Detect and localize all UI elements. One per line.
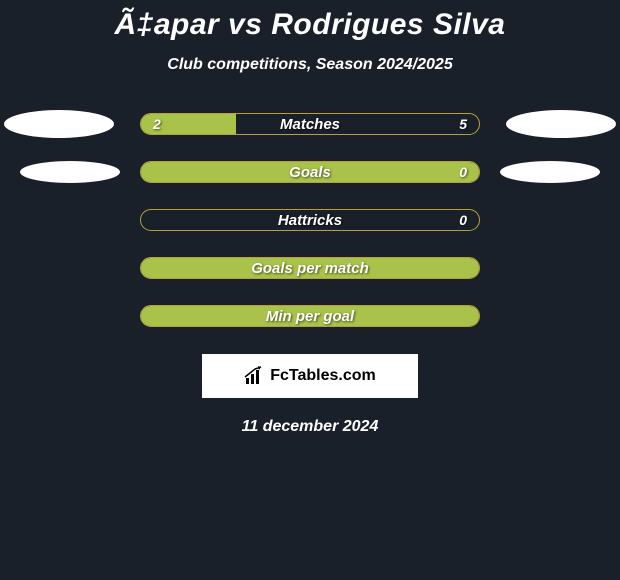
comparison-widget: Ã‡apar vs Rodrigues Silva Club competiti… bbox=[0, 0, 620, 436]
stat-row: 0Hattricks bbox=[0, 208, 620, 232]
stat-row: Min per goal bbox=[0, 304, 620, 328]
player-left-oval bbox=[20, 161, 120, 183]
stat-bar-track: 0Hattricks bbox=[140, 209, 480, 231]
chart-icon bbox=[244, 366, 266, 386]
footer-date: 11 december 2024 bbox=[0, 418, 620, 436]
stat-row: Goals per match bbox=[0, 256, 620, 280]
brand-text: FcTables.com bbox=[270, 367, 376, 385]
brand-box: FcTables.com bbox=[202, 354, 418, 398]
player-right-oval bbox=[500, 161, 600, 183]
page-title: Ã‡apar vs Rodrigues Silva bbox=[0, 8, 620, 42]
stat-row: 0Goals bbox=[0, 160, 620, 184]
stat-row: 25Matches bbox=[0, 112, 620, 136]
stat-bar-fill bbox=[141, 114, 236, 134]
stat-bar-track: 0Goals bbox=[140, 161, 480, 183]
stat-bar-fill bbox=[141, 162, 479, 182]
page-subtitle: Club competitions, Season 2024/2025 bbox=[0, 56, 620, 74]
stat-label: Hattricks bbox=[141, 210, 479, 230]
stat-bar-fill bbox=[141, 306, 479, 326]
stat-rows: 25Matches 0Goals 0Hattricks Goals per match… bbox=[0, 112, 620, 328]
stat-right-value: 0 bbox=[459, 210, 467, 230]
stat-right-value: 5 bbox=[459, 114, 467, 134]
stat-bar-track: 25Matches bbox=[140, 113, 480, 135]
player-right-oval bbox=[506, 110, 616, 138]
stat-bar-fill bbox=[141, 258, 479, 278]
brand-logo: FcTables.com bbox=[244, 366, 376, 386]
stat-bar-track: Min per goal bbox=[140, 305, 480, 327]
stat-bar-track: Goals per match bbox=[140, 257, 480, 279]
player-left-oval bbox=[4, 110, 114, 138]
